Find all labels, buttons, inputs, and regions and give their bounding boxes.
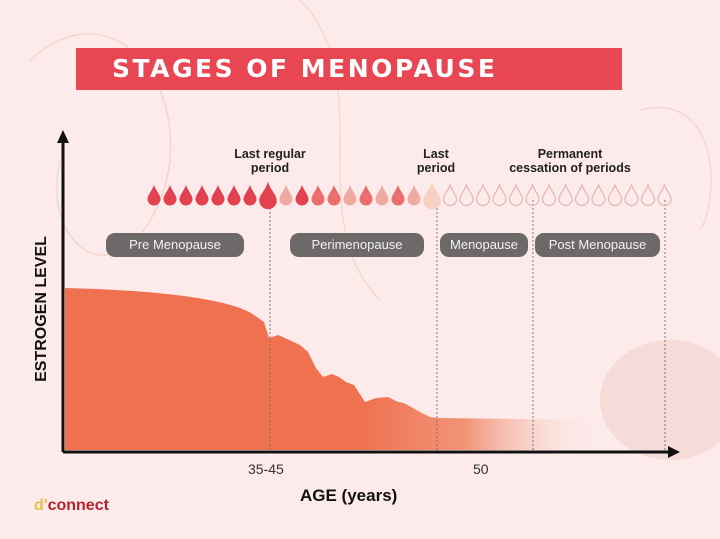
x-axis-label: AGE (years)	[300, 486, 398, 505]
drop-icon-outline	[508, 183, 524, 207]
drop-icon-outline	[640, 183, 656, 207]
event-label-permanent-cessation: Permanent cessation of periods	[509, 147, 631, 175]
drop-icon-outline	[525, 183, 540, 207]
stage-dividers	[269, 200, 666, 450]
drop-icon-dark	[295, 185, 309, 206]
x-tick-35-45: 35-45	[248, 461, 284, 477]
event-label-last-period: Last period	[416, 147, 456, 175]
stage-pre-menopause: Pre Menopause	[106, 233, 244, 257]
stage-perimenopause: Perimenopause	[290, 233, 424, 257]
drop-icon-outline	[492, 183, 507, 207]
event-label-last-regular-period: Last regular period	[234, 147, 306, 175]
drop-icon-outline	[558, 183, 573, 207]
drop-icon-medium	[391, 185, 405, 206]
x-tick-50: 50	[473, 461, 489, 477]
drop-icon-light	[343, 185, 357, 206]
drop-icon-beige	[423, 181, 441, 210]
drop-icon-dark	[179, 185, 193, 206]
drop-icon-dark	[211, 185, 225, 206]
y-axis-arrow-icon	[57, 130, 69, 143]
period-drops	[147, 181, 672, 210]
stage-post-menopause: Post Menopause	[535, 233, 660, 257]
drop-icon-outline	[442, 183, 458, 207]
drop-icon-light	[407, 185, 421, 206]
y-axis-label: ESTROGEN LEVEL	[33, 236, 50, 382]
drop-icon-outline	[607, 183, 623, 207]
drop-icon-outline	[657, 183, 672, 207]
drop-icon-light	[279, 185, 293, 206]
drop-icon-outline	[459, 183, 474, 207]
title: STAGES OF MENOPAUSE	[112, 54, 498, 83]
drop-icon-dark	[195, 185, 209, 206]
drop-icon-medium	[327, 185, 341, 206]
connect-logo: d'connect	[34, 497, 109, 514]
drop-icon-dark	[259, 181, 277, 210]
drop-icon-medium	[359, 185, 373, 206]
estrogen-curve	[65, 288, 600, 450]
drop-icon-dark	[163, 185, 177, 206]
drop-icon-outline	[591, 183, 606, 207]
drop-icon-dark	[243, 185, 257, 206]
drop-icon-dark	[147, 185, 161, 206]
stage-menopause: Menopause	[440, 233, 528, 257]
drop-icon-outline	[475, 183, 491, 207]
drop-icon-outline	[574, 183, 590, 207]
drop-icon-outline	[541, 183, 557, 207]
drop-icon-medium	[311, 185, 325, 206]
x-axis-arrow-icon	[668, 446, 680, 458]
title-banner: STAGES OF MENOPAUSE	[76, 48, 622, 90]
drop-icon-dark	[227, 185, 241, 206]
drop-icon-light	[375, 185, 389, 206]
drop-icon-outline	[624, 183, 639, 207]
